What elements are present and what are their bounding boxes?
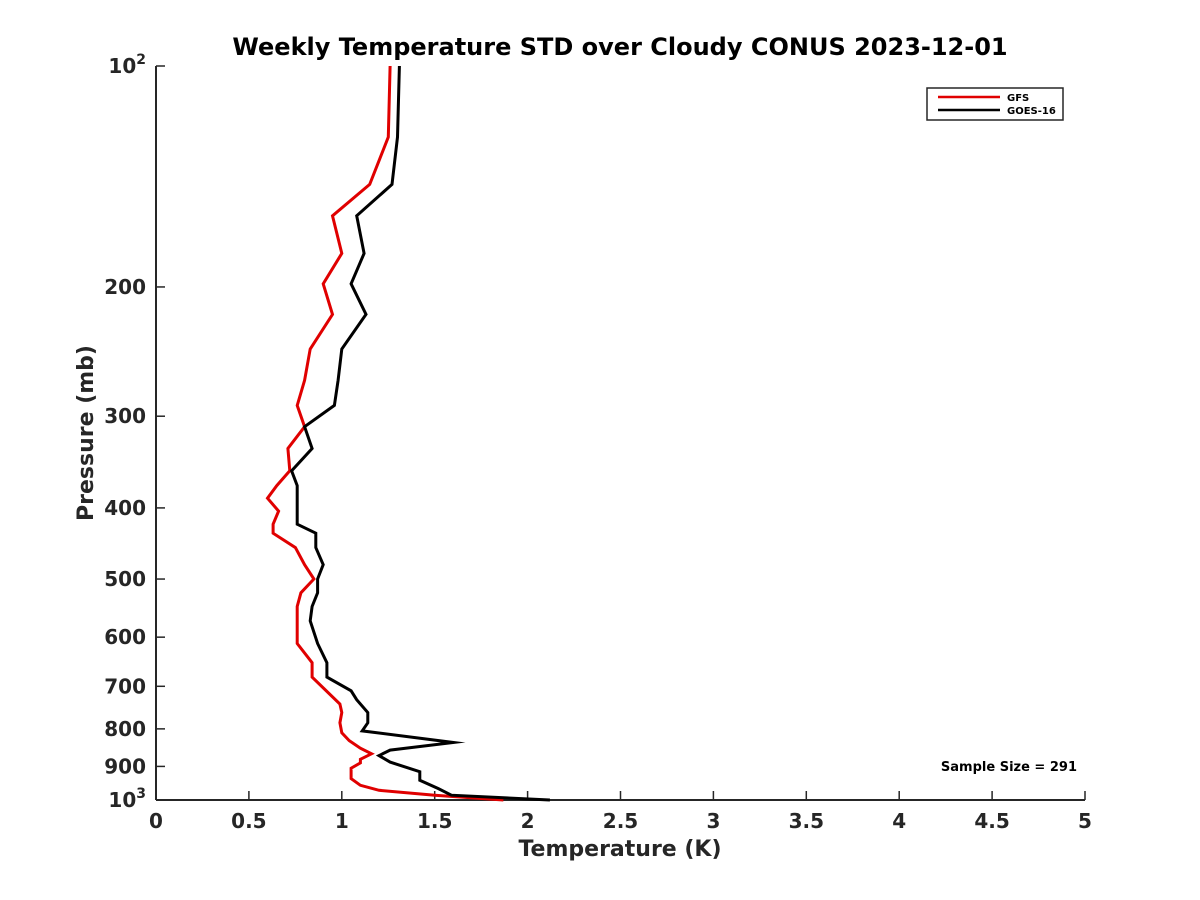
x-tick-label: 1.5 [417,809,452,833]
legend-box [926,87,1064,121]
y-tick-label: 102 [108,52,146,78]
plot-area [155,66,1085,801]
x-ticks: 0 0.5 1 1.5 2 2.5 3 3.5 4 4.5 5 [149,791,1092,833]
x-tick-label: 3.5 [789,809,824,833]
x-tick-label: 3 [706,809,720,833]
y-tick-label: 800 [104,717,146,741]
y-tick-label: 400 [104,496,146,520]
x-tick-label: 0.5 [231,809,266,833]
sample-size-annotation: Sample Size = 291 [941,760,1077,775]
x-tick-label: 4.5 [974,809,1009,833]
series-line-gfs [265,65,504,802]
x-tick-label: 0 [149,809,163,833]
legend-label-goes16: GOES-16 [1007,106,1056,117]
y-tick-label: 600 [104,625,146,649]
x-tick-label: 2.5 [603,809,638,833]
x-tick-label: 1 [335,809,349,833]
y-tick-label: 200 [104,275,146,299]
y-tick-label: 700 [104,674,146,698]
y-tick-label: 500 [104,567,146,591]
y-tick-label: 103 [108,786,146,812]
x-tick-label: 5 [1078,809,1092,833]
chart-title: Weekly Temperature STD over Cloudy CONUS… [232,33,1007,61]
legend: GFS GOES-16 [926,87,1064,121]
x-axis-label: Temperature (K) [518,837,721,862]
y-axis-label: Pressure (mb) [74,345,99,521]
series-line-goes16 [289,65,550,802]
x-tick-label: 4 [892,809,906,833]
x-tick-label: 2 [521,809,535,833]
series-lines [265,65,550,802]
y-tick-label: 900 [104,754,146,778]
y-tick-label: 300 [104,404,146,428]
y-ticks: 102 200 300 400 500 600 700 800 900 103 [104,52,165,812]
legend-label-gfs: GFS [1007,93,1029,104]
